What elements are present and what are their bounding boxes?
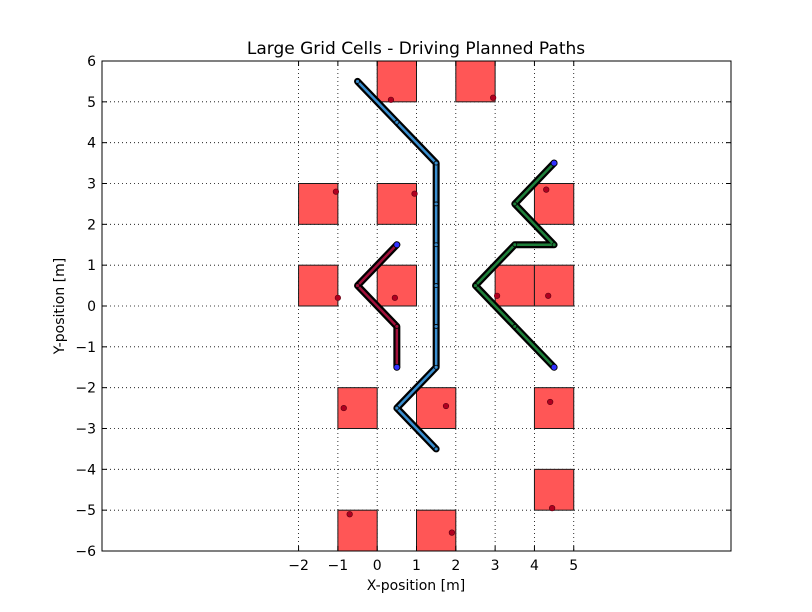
y-tick-label: 2 [87,217,96,233]
path-waypoint [355,283,360,288]
cell-point [391,294,398,301]
grid-cell [533,264,575,307]
path-waypoint [512,242,518,248]
path-waypoint [512,324,518,329]
cell-point [545,292,552,299]
path-endpoint [393,241,401,249]
cell-point [448,529,455,536]
axis-ticks: −2 −1 0 1 2 3 4 5 −6 −5 −4 −3 −2 −1 0 1 2 3 4 5 6 [75,54,731,574]
cell-points [332,94,556,536]
y-tick-label: −3 [75,422,96,438]
cell-point [387,96,395,103]
path-waypoint [433,446,439,452]
path-waypoint [433,201,439,207]
planned-path-line [356,80,438,451]
y-tick-label: 0 [87,299,96,315]
x-tick-label: 0 [373,558,382,574]
path-waypoint [551,242,557,248]
grid-cell [533,387,575,429]
path-waypoint [433,324,439,329]
x-tick-label: −2 [288,558,309,574]
path-waypoint [512,201,518,207]
grid-cell [298,264,339,307]
cell-point [493,292,501,299]
y-tick-label: 5 [87,95,96,111]
grid-cell [533,468,575,511]
path-waypoint [394,405,400,411]
path-waypoint [433,160,439,166]
y-tick-label: 4 [87,136,96,152]
path-endpoint [550,159,558,167]
planned-paths [354,77,558,453]
grid-cell [376,61,417,103]
x-tick-label: 1 [412,558,421,574]
cell-point [547,398,554,406]
path-waypoint [394,324,400,329]
cell-point [549,505,556,512]
cell-point [332,188,340,195]
planned-path-line [356,243,399,369]
path-endpoint [393,363,401,371]
y-tick-label: 1 [87,258,96,274]
y-tick-label: −5 [75,503,96,519]
y-tick-label: −1 [75,340,96,356]
y-tick-label: −2 [75,381,96,397]
path-waypoint [433,364,439,370]
path-waypoint [473,283,478,288]
y-tick-label: −6 [75,544,96,560]
x-tick-label: 5 [569,558,578,574]
grid-cell [416,387,457,429]
grid-cell [337,509,378,551]
path-waypoint [433,283,439,288]
grid-cells [298,61,575,551]
path-waypoint [355,79,360,84]
grid-cell [298,183,339,225]
cell-point [411,190,418,197]
grid-cell [416,509,457,551]
cell-point [490,94,497,101]
x-axis-label: X-position [m] [367,578,465,594]
chart-title: Large Grid Cells - Driving Planned Paths [247,39,585,59]
path-waypoint [433,242,439,248]
y-tick-label: −4 [75,462,96,478]
x-tick-label: −1 [328,558,349,574]
path-endpoint [550,363,558,371]
grid-cell [455,61,496,103]
y-tick-label: 3 [87,177,96,193]
cell-point [334,294,341,301]
grid-cell [494,264,535,307]
grid-cell [376,183,417,225]
y-axis-label: Y-position [m] [52,258,68,355]
cell-point [442,402,450,410]
y-tick-label: 6 [87,54,96,70]
path-waypoint [394,119,400,125]
x-tick-label: 2 [451,558,460,574]
grid-cell [337,387,378,429]
x-tick-label: 3 [491,558,500,574]
cell-point [543,186,550,193]
cell-point [340,404,347,412]
grid-cell [533,183,575,225]
cell-point [346,511,353,518]
x-tick-label: 4 [530,558,539,574]
